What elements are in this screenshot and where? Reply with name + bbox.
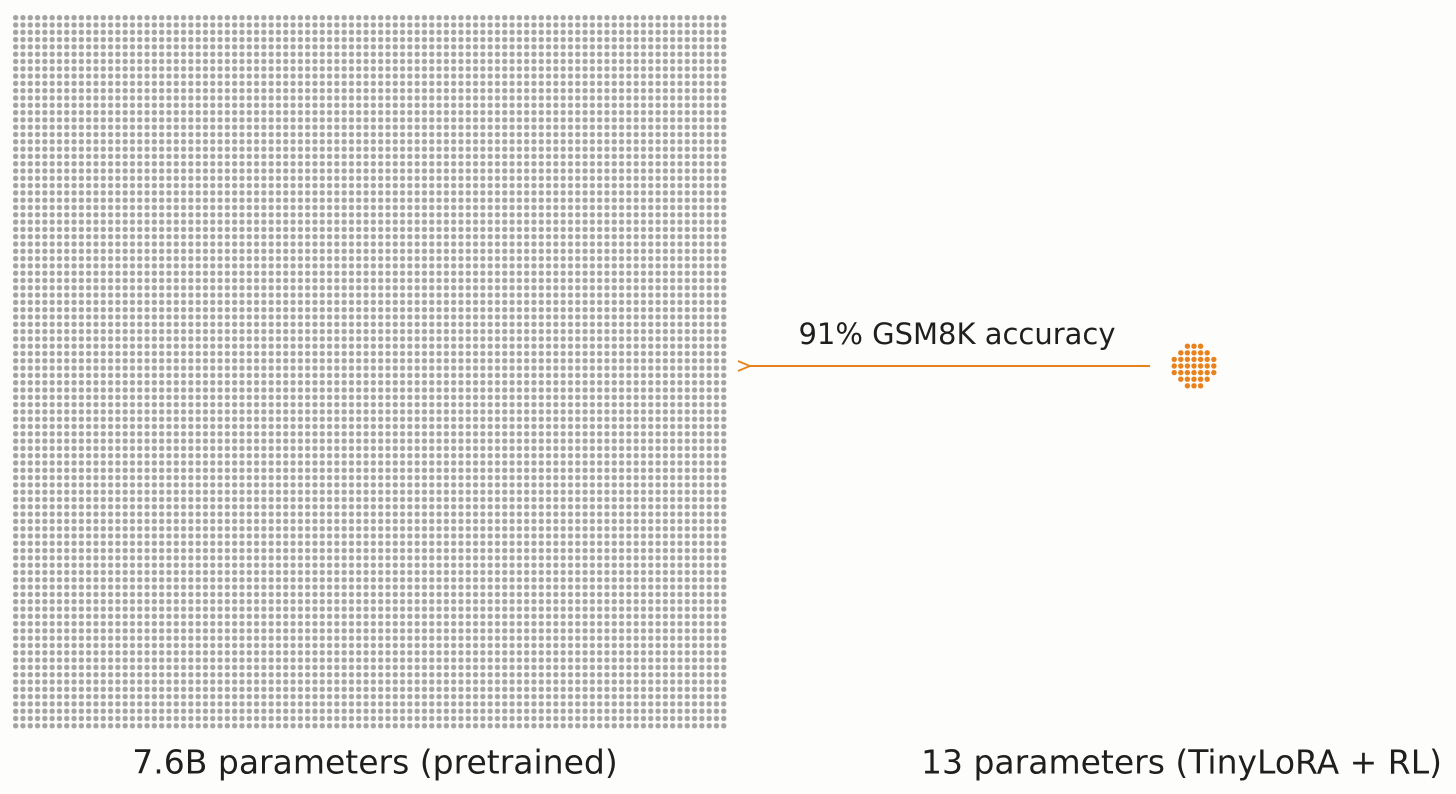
cluster-dot — [1204, 363, 1210, 369]
cluster-dot — [1197, 383, 1204, 389]
cluster-dot — [1197, 356, 1204, 363]
cluster-dot — [1191, 363, 1197, 369]
cluster-dot — [1191, 350, 1197, 356]
cluster-dot — [1178, 369, 1184, 376]
cluster-dot — [1184, 350, 1191, 356]
cluster-dot — [1197, 369, 1204, 376]
cluster-dot — [1197, 350, 1204, 356]
cluster-dot — [1184, 376, 1191, 382]
cluster-dot — [1184, 343, 1191, 349]
cluster-dot — [1191, 383, 1197, 389]
tinylora-parameter-cluster — [1171, 343, 1217, 389]
cluster-dot — [1178, 356, 1184, 363]
cluster-dot — [1171, 369, 1177, 376]
cluster-dot — [1178, 350, 1184, 356]
cluster-dot — [1211, 369, 1217, 376]
accuracy-label: 91% GSM8K accuracy — [798, 317, 1115, 351]
cluster-dot — [1197, 343, 1204, 349]
cluster-dot — [1184, 369, 1191, 376]
cluster-dot — [1178, 363, 1184, 369]
cluster-dot — [1191, 369, 1197, 376]
pretrained-parameter-grid — [12, 14, 728, 730]
left-caption: 7.6B parameters (pretrained) — [132, 743, 617, 782]
cluster-dot — [1191, 376, 1197, 382]
cluster-dot — [1171, 356, 1177, 363]
right-caption: 13 parameters (TinyLoRA + RL) — [921, 743, 1442, 782]
cluster-dot — [1191, 343, 1197, 349]
cluster-dot — [1204, 350, 1210, 356]
cluster-dot — [1184, 383, 1191, 389]
cluster-dot — [1204, 369, 1210, 376]
cluster-dot — [1171, 363, 1177, 369]
cluster-dot — [1211, 356, 1217, 363]
cluster-dot — [1191, 356, 1197, 363]
cluster-dot — [1211, 363, 1217, 369]
cluster-dot — [1184, 356, 1191, 363]
cluster-dot — [1204, 356, 1210, 363]
cluster-dot — [1204, 376, 1210, 382]
cluster-dot — [1197, 376, 1204, 382]
cluster-dot — [1178, 376, 1184, 382]
cluster-dot — [1184, 363, 1191, 369]
cluster-dot — [1197, 363, 1204, 369]
